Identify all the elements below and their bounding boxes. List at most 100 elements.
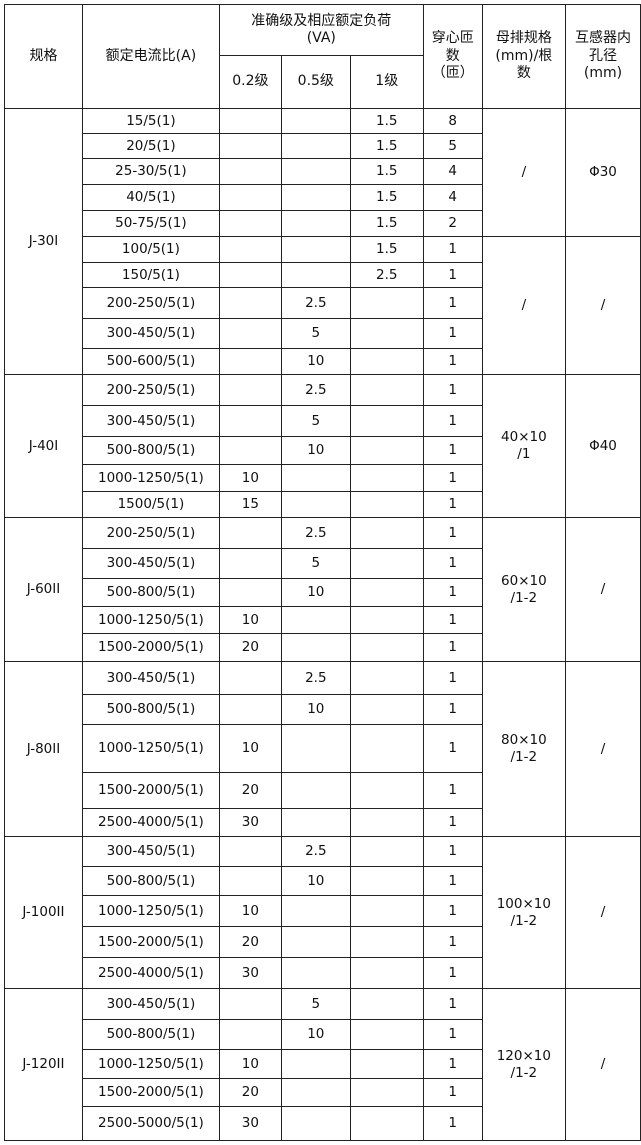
table-row: 1000-1250/5(1) 10 1: [5, 1049, 641, 1079]
turns-cell: 1: [422, 1106, 483, 1141]
table-row: 1500-2000/5(1) 20 1: [5, 1078, 641, 1107]
ratio-cell: 1000-1250/5(1): [81, 895, 220, 927]
turns-cell: 2: [422, 210, 483, 237]
turns-cell: 1: [422, 724, 483, 773]
turns-cell: 1: [422, 287, 483, 319]
turns-cell: 1: [422, 1078, 483, 1107]
table-row: 1000-1250/5(1) 10 1: [5, 724, 641, 773]
table-row: 500-800/5(1) 10 1: [5, 694, 641, 725]
table-row: 1500-2000/5(1) 20 1: [5, 772, 641, 809]
ratio-cell: 1000-1250/5(1): [81, 606, 220, 634]
table-row: J-60II 200-250/5(1) 2.5 1 60×10 /1-2/: [4, 517, 641, 662]
class-05-cell: [280, 158, 351, 185]
model-cell: J-30I: [4, 108, 83, 375]
class-05-cell: [280, 1078, 351, 1107]
ratio-cell: 100/5(1): [81, 236, 220, 263]
turns-cell: 1: [422, 262, 483, 288]
turns-cell: 4: [422, 184, 483, 211]
ratio-cell: 1000-1250/5(1): [81, 1049, 220, 1079]
class-1-cell: [349, 988, 424, 1020]
class-02-cell: 10: [218, 606, 282, 634]
class-02-cell: [218, 661, 282, 695]
busbar-cell: /: [481, 236, 566, 375]
ratio-cell: 1500/5(1): [81, 491, 220, 518]
class-05-cell: [280, 772, 351, 809]
turns-cell: 1: [422, 548, 483, 579]
header-turns: 穿心匝数（匝）: [422, 4, 483, 109]
class-1-cell: [349, 287, 424, 319]
table-row: J-40I 200-250/5(1) 2.5 1 40×10 /1 Φ40: [4, 374, 641, 518]
class-02-cell: 10: [218, 895, 282, 927]
class-02-cell: [218, 1019, 282, 1050]
ratio-cell: 50-75/5(1): [81, 210, 220, 237]
table-row: J-80II 300-450/5(1) 2.5 1 80×10 /1-2/: [4, 661, 641, 837]
class-02-cell: 30: [218, 957, 282, 989]
class-02-cell: [218, 578, 282, 607]
ratio-cell: 1500-2000/5(1): [81, 633, 220, 662]
busbar-cell: 60×10 /1-2: [481, 517, 566, 662]
class-02-cell: [218, 694, 282, 725]
class-1-cell: 1.5: [349, 184, 424, 211]
ratio-cell: 1500-2000/5(1): [81, 772, 220, 809]
class-1-cell: [349, 1078, 424, 1107]
ratio-cell: 500-800/5(1): [81, 578, 220, 607]
class-05-cell: 5: [280, 548, 351, 579]
ratio-cell: 1500-2000/5(1): [81, 926, 220, 958]
class-1-cell: 1.5: [349, 210, 424, 237]
table-row: 300-450/5(1) 5 1: [5, 548, 641, 579]
header-class-05: 0.5级: [280, 55, 351, 109]
class-1-cell: 1.5: [349, 236, 424, 263]
turns-cell: 1: [422, 1019, 483, 1050]
class-05-cell: 2.5: [280, 374, 351, 406]
class-05-cell: 10: [280, 694, 351, 725]
class-02-cell: [218, 108, 282, 134]
class-1-cell: [349, 633, 424, 662]
turns-cell: 1: [422, 957, 483, 989]
class-02-cell: [218, 405, 282, 437]
class-02-cell: [218, 517, 282, 549]
ratio-cell: 500-800/5(1): [81, 436, 220, 465]
table-row: 100/5(1) 1.5 1//: [5, 236, 641, 375]
turns-cell: 1: [422, 348, 483, 375]
header-class-02: 0.2级: [218, 55, 282, 109]
ratio-cell: 300-450/5(1): [81, 661, 220, 695]
turns-cell: 1: [422, 808, 483, 837]
turns-cell: 1: [422, 895, 483, 927]
header-ratio: 额定电流比(A): [81, 4, 220, 109]
class-1-cell: [349, 957, 424, 989]
header-busbar: 母排规格(mm)/根数: [481, 4, 566, 109]
class-1-cell: [349, 724, 424, 773]
header-model: 规格: [4, 4, 83, 109]
turns-cell: 1: [422, 578, 483, 607]
class-02-cell: [218, 158, 282, 185]
class-05-cell: [280, 210, 351, 237]
table-row: 500-800/5(1) 10 1: [5, 1019, 641, 1050]
ratio-cell: 300-450/5(1): [81, 405, 220, 437]
class-1-cell: [349, 772, 424, 809]
turns-cell: 1: [422, 491, 483, 518]
class-05-cell: 10: [280, 348, 351, 375]
turns-cell: 5: [422, 133, 483, 159]
class-02-cell: [218, 210, 282, 237]
ratio-cell: 25-30/5(1): [81, 158, 220, 185]
class-02-cell: 20: [218, 633, 282, 662]
specs-table: 规格 额定电流比(A) 准确级及相应额定负荷(VA) 穿心匝数（匝） 母排规格(…: [4, 4, 641, 1141]
class-02-cell: [218, 236, 282, 263]
turns-cell: 8: [422, 108, 483, 134]
turns-cell: 1: [422, 661, 483, 695]
class-05-cell: [280, 724, 351, 773]
turns-cell: 1: [422, 436, 483, 465]
header-class-1: 1级: [349, 55, 424, 109]
ratio-cell: 300-450/5(1): [81, 836, 220, 867]
turns-cell: 1: [422, 236, 483, 263]
class-05-cell: [280, 606, 351, 634]
ratio-cell: 2500-4000/5(1): [81, 957, 220, 989]
table-row: 40/5(1) 1.5 4: [5, 184, 641, 211]
table-row: J-120II 300-450/5(1) 5 1 120×10 /1-2/: [4, 988, 641, 1141]
class-02-cell: 10: [218, 1049, 282, 1079]
class-1-cell: [349, 1049, 424, 1079]
class-1-cell: 2.5: [349, 262, 424, 288]
class-1-cell: [349, 895, 424, 927]
class-1-cell: [349, 578, 424, 607]
class-05-cell: 5: [280, 318, 351, 349]
